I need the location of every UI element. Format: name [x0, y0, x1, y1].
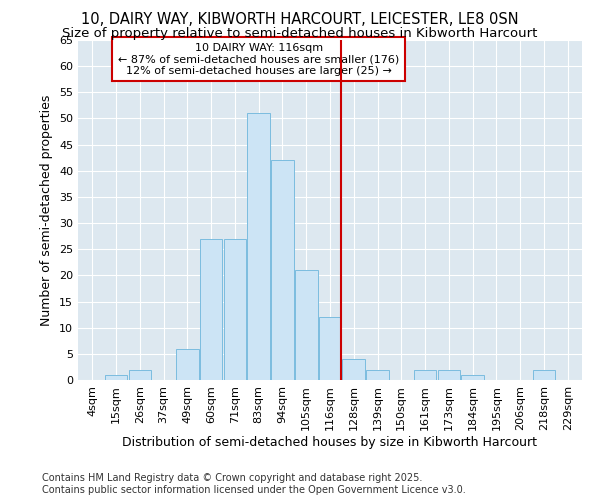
Bar	[128, 370, 151, 380]
Bar	[414, 370, 436, 380]
Bar	[343, 359, 365, 380]
Bar	[319, 317, 341, 380]
Bar	[105, 375, 127, 380]
Bar	[247, 113, 270, 380]
Bar	[176, 348, 199, 380]
Text: Size of property relative to semi-detached houses in Kibworth Harcourt: Size of property relative to semi-detach…	[62, 28, 538, 40]
Text: 10, DAIRY WAY, KIBWORTH HARCOURT, LEICESTER, LE8 0SN: 10, DAIRY WAY, KIBWORTH HARCOURT, LEICES…	[81, 12, 519, 28]
Bar	[366, 370, 389, 380]
X-axis label: Distribution of semi-detached houses by size in Kibworth Harcourt: Distribution of semi-detached houses by …	[122, 436, 538, 448]
Bar	[224, 239, 246, 380]
Y-axis label: Number of semi-detached properties: Number of semi-detached properties	[40, 94, 53, 326]
Text: 10 DAIRY WAY: 116sqm
← 87% of semi-detached houses are smaller (176)
12% of semi: 10 DAIRY WAY: 116sqm ← 87% of semi-detac…	[118, 42, 400, 76]
Text: Contains HM Land Registry data © Crown copyright and database right 2025.
Contai: Contains HM Land Registry data © Crown c…	[42, 474, 466, 495]
Bar	[200, 239, 223, 380]
Bar	[533, 370, 555, 380]
Bar	[461, 375, 484, 380]
Bar	[295, 270, 317, 380]
Bar	[271, 160, 294, 380]
Bar	[437, 370, 460, 380]
